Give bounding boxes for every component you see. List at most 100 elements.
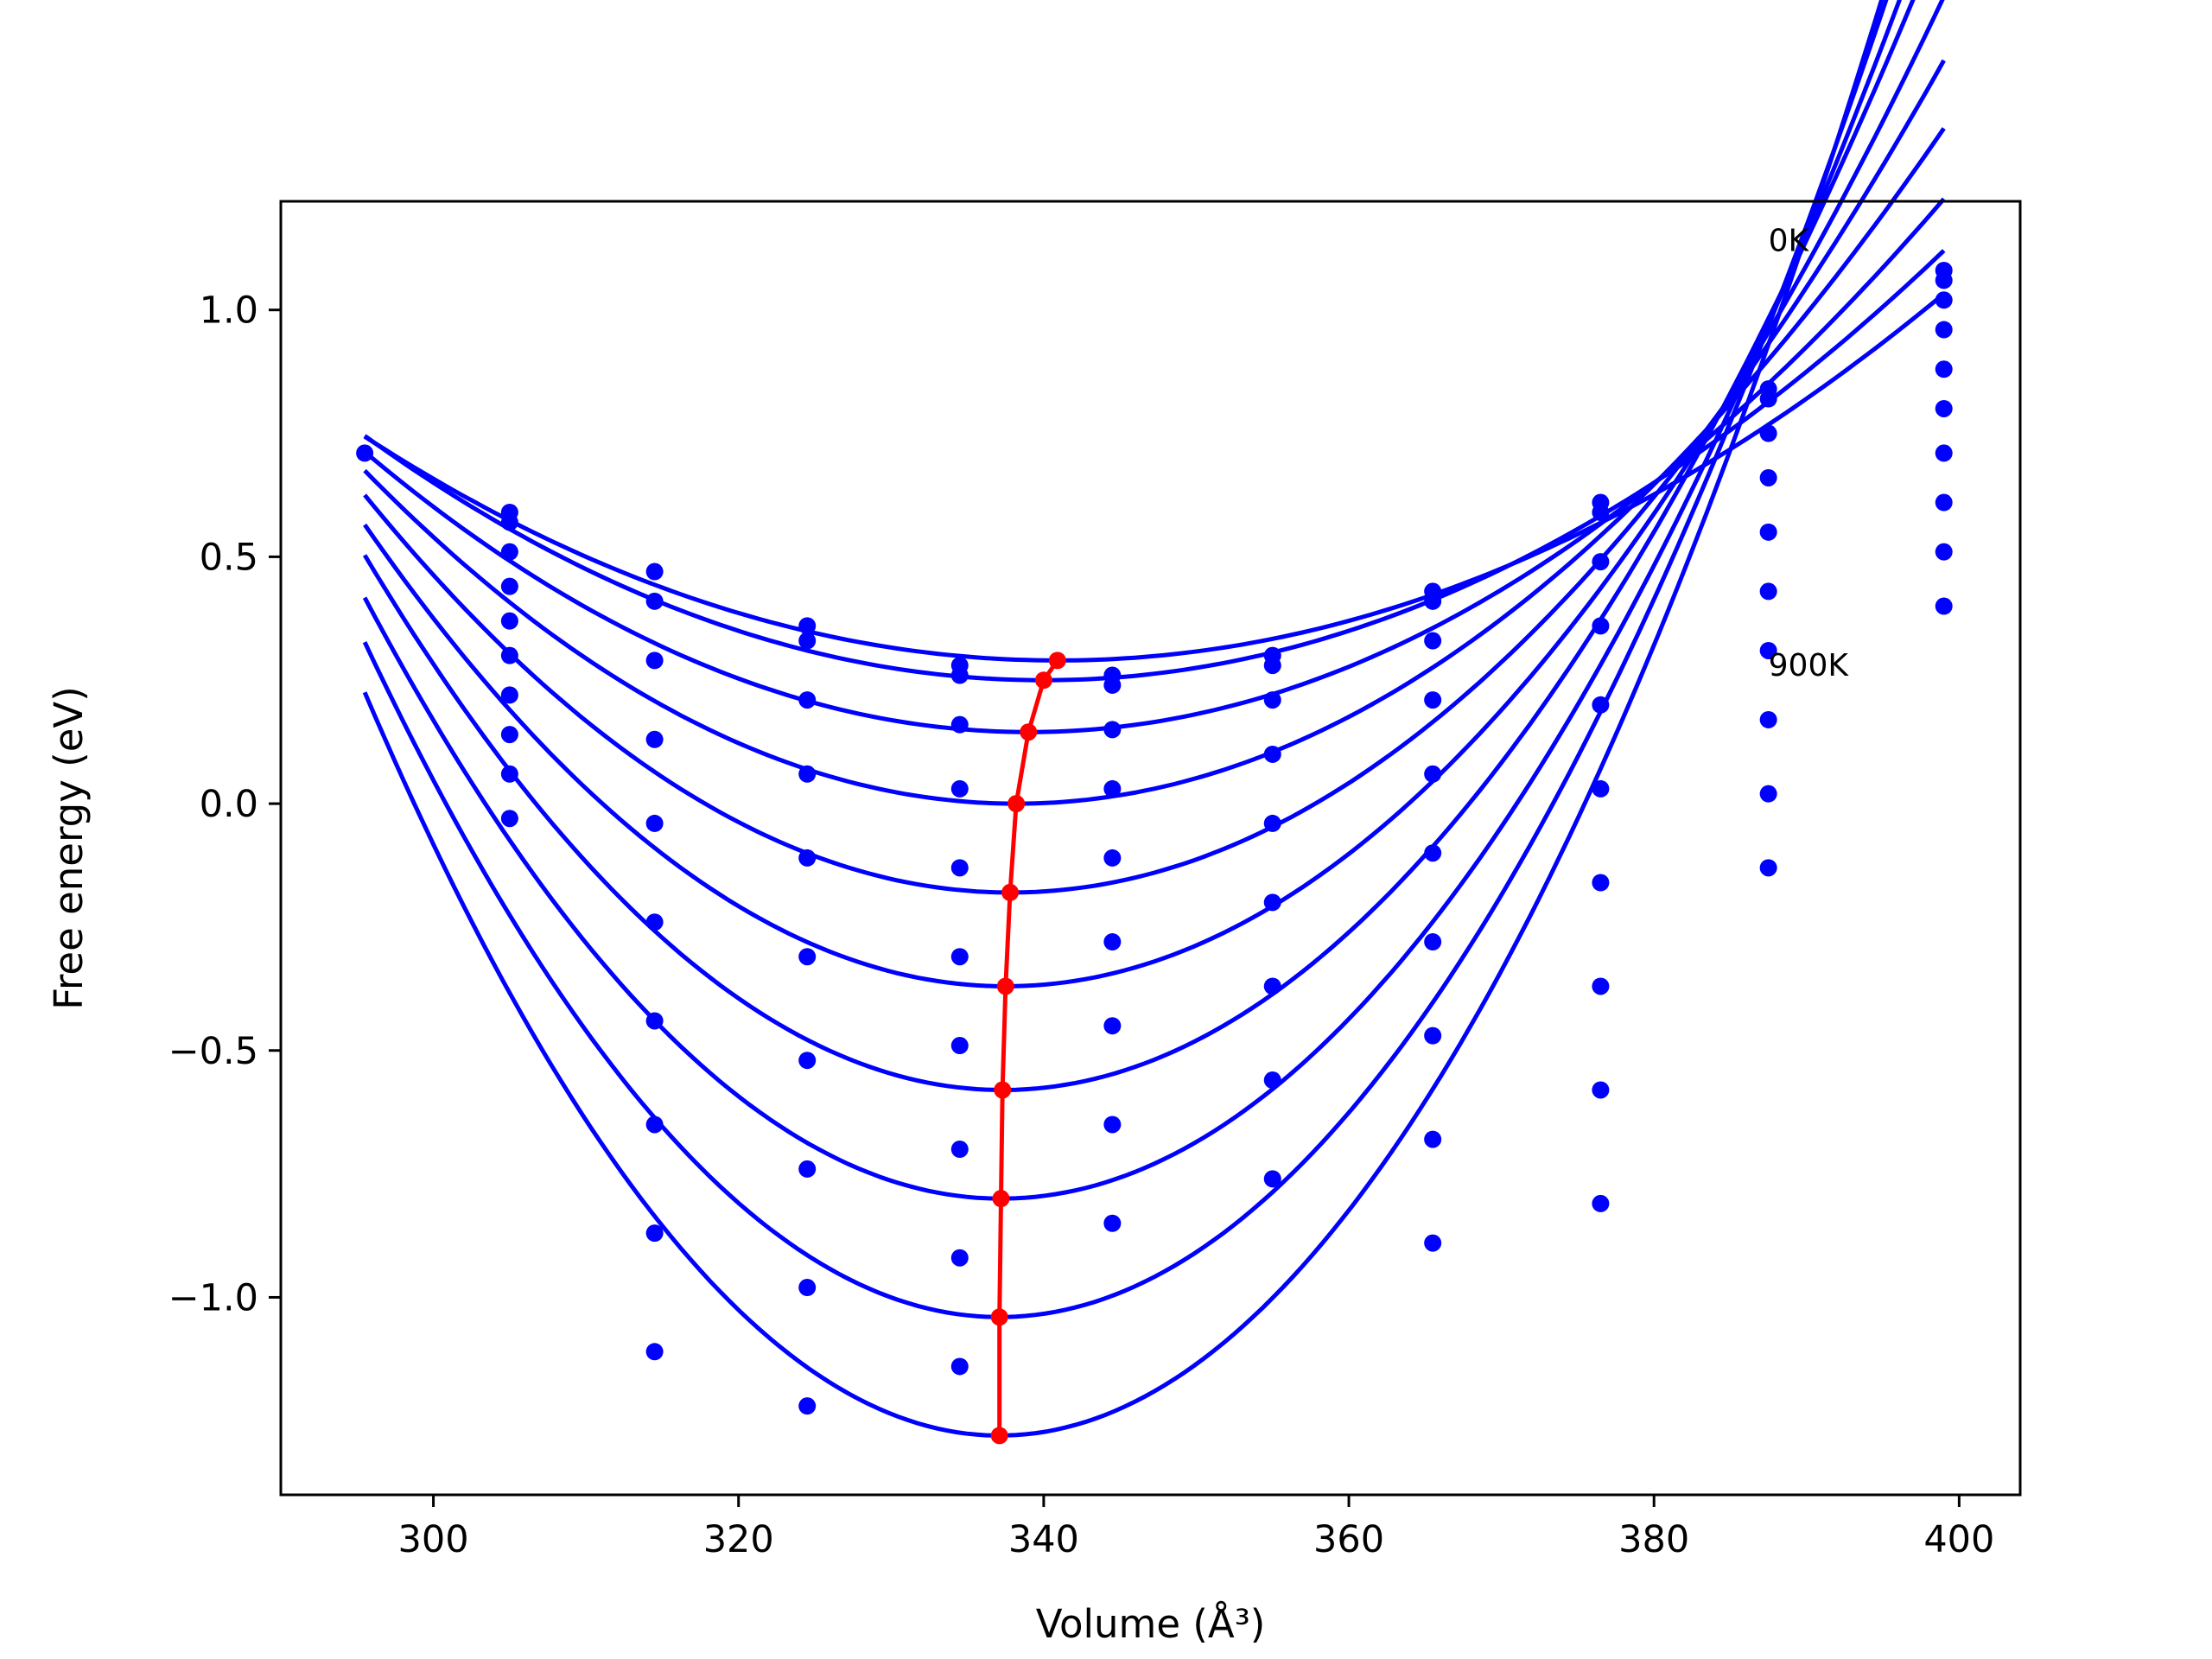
data-point-88 bbox=[1935, 271, 1953, 289]
data-point-20 bbox=[798, 632, 817, 650]
data-point-56 bbox=[1263, 1170, 1281, 1188]
data-point-71 bbox=[1592, 696, 1610, 714]
data-point-7 bbox=[500, 686, 518, 704]
data-point-54 bbox=[1263, 977, 1281, 995]
data-point-51 bbox=[1263, 745, 1281, 763]
data-point-80 bbox=[1759, 468, 1777, 486]
data-point-69 bbox=[1592, 553, 1610, 571]
data-point-62 bbox=[1424, 844, 1442, 862]
data-point-50 bbox=[1263, 691, 1281, 709]
data-point-32 bbox=[950, 779, 969, 798]
data-point-0 bbox=[356, 444, 374, 462]
data-point-5 bbox=[500, 612, 518, 630]
minimum-point-5 bbox=[996, 977, 1014, 995]
y-tick-label-0: −1.0 bbox=[168, 1276, 258, 1319]
data-point-70 bbox=[1592, 617, 1610, 635]
data-point-58 bbox=[1424, 592, 1442, 610]
data-point-63 bbox=[1424, 933, 1442, 951]
data-point-38 bbox=[950, 1357, 969, 1376]
minimum-path-line bbox=[997, 658, 1059, 1436]
fitted-curves bbox=[362, 0, 1946, 1438]
data-point-83 bbox=[1759, 641, 1777, 659]
data-points bbox=[356, 261, 1953, 1415]
data-point-44 bbox=[1103, 933, 1122, 951]
data-point-49 bbox=[1263, 657, 1281, 675]
data-point-42 bbox=[1103, 779, 1122, 798]
fitted-curve-9 bbox=[362, 0, 1885, 1438]
fitted-curve-6 bbox=[362, 0, 1916, 1093]
data-point-34 bbox=[950, 948, 969, 966]
data-point-66 bbox=[1424, 1234, 1442, 1252]
data-point-37 bbox=[950, 1249, 969, 1267]
data-point-74 bbox=[1592, 977, 1610, 995]
minimum-point-3 bbox=[1007, 795, 1026, 813]
minimum-point-4 bbox=[1001, 883, 1020, 901]
data-point-89 bbox=[1935, 291, 1953, 309]
data-point-23 bbox=[798, 849, 817, 867]
data-point-59 bbox=[1424, 632, 1442, 650]
data-point-16 bbox=[645, 1012, 664, 1030]
data-point-27 bbox=[798, 1279, 817, 1297]
minimum-point-2 bbox=[1020, 723, 1038, 741]
minimum-point-9 bbox=[990, 1427, 1008, 1445]
data-point-75 bbox=[1592, 1081, 1610, 1099]
data-point-28 bbox=[798, 1397, 817, 1415]
data-point-30 bbox=[950, 666, 969, 684]
minimum-point-1 bbox=[1034, 671, 1052, 690]
data-point-22 bbox=[798, 765, 817, 783]
y-tick-label-4: 1.0 bbox=[200, 289, 258, 333]
data-point-52 bbox=[1263, 814, 1281, 832]
data-point-11 bbox=[645, 592, 664, 610]
extra-data-point-1 bbox=[645, 1343, 664, 1361]
x-tick-label-1: 320 bbox=[703, 1518, 774, 1561]
minimum-point-7 bbox=[992, 1190, 1010, 1208]
extra-data-point-0 bbox=[500, 810, 518, 828]
data-point-2 bbox=[500, 513, 518, 531]
annotations: 0K 900K bbox=[1769, 224, 1850, 683]
fitted-curve-7 bbox=[362, 0, 1903, 1201]
data-point-33 bbox=[950, 859, 969, 877]
minimum-point-0 bbox=[1048, 652, 1066, 670]
minimum-point-8 bbox=[990, 1308, 1008, 1326]
y-axis-label: Free energy (eV) bbox=[46, 686, 92, 1009]
data-point-19 bbox=[798, 617, 817, 635]
x-tick-label-5: 400 bbox=[1923, 1518, 1994, 1561]
data-point-21 bbox=[798, 691, 817, 709]
annotation-0: 0K bbox=[1769, 224, 1810, 259]
fitted-curve-4 bbox=[363, 59, 1946, 895]
data-point-43 bbox=[1103, 849, 1122, 867]
x-tick-label-2: 340 bbox=[1008, 1518, 1079, 1561]
annotation-1: 900K bbox=[1769, 648, 1850, 683]
data-point-93 bbox=[1935, 444, 1953, 462]
data-point-68 bbox=[1592, 503, 1610, 521]
x-tick-label-0: 300 bbox=[398, 1518, 469, 1561]
data-point-25 bbox=[798, 1052, 817, 1070]
data-point-86 bbox=[1759, 859, 1777, 877]
data-point-91 bbox=[1935, 360, 1953, 378]
data-point-65 bbox=[1424, 1130, 1442, 1148]
data-point-73 bbox=[1592, 874, 1610, 892]
data-point-64 bbox=[1424, 1027, 1442, 1045]
data-point-72 bbox=[1592, 779, 1610, 798]
fitted-curve-8 bbox=[362, 0, 1889, 1319]
data-point-31 bbox=[950, 715, 969, 734]
data-point-92 bbox=[1935, 399, 1953, 417]
x-tick-label-4: 380 bbox=[1618, 1518, 1689, 1561]
fitted-curve-3 bbox=[363, 127, 1946, 806]
x-tick-label-3: 360 bbox=[1313, 1518, 1384, 1561]
data-point-47 bbox=[1103, 1214, 1122, 1232]
data-point-79 bbox=[1759, 424, 1777, 442]
data-point-35 bbox=[950, 1037, 969, 1055]
data-point-40 bbox=[1103, 676, 1122, 694]
data-point-9 bbox=[500, 765, 518, 783]
minimum-point-6 bbox=[994, 1081, 1012, 1099]
data-point-36 bbox=[950, 1141, 969, 1159]
data-point-55 bbox=[1263, 1071, 1281, 1090]
data-point-85 bbox=[1759, 785, 1777, 803]
y-axis-ticks: −1.0 −0.5 0.0 0.5 1.0 bbox=[168, 289, 281, 1319]
data-point-90 bbox=[1935, 321, 1953, 339]
y-tick-label-2: 0.0 bbox=[200, 783, 258, 826]
data-point-24 bbox=[798, 948, 817, 966]
data-point-18 bbox=[645, 1224, 664, 1243]
